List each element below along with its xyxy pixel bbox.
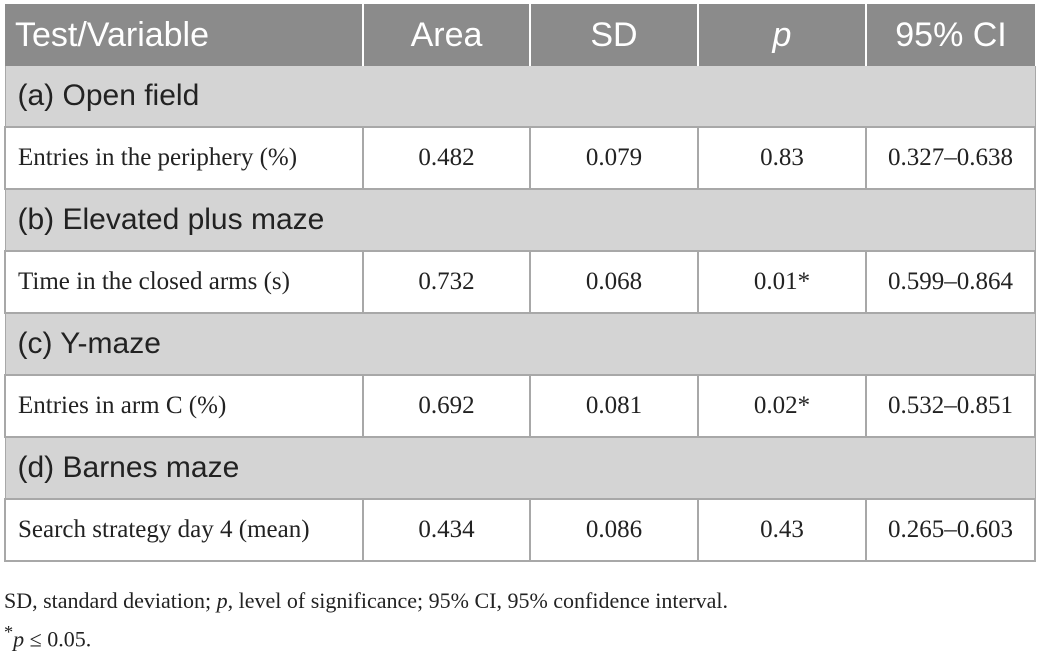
cell-variable: Time in the closed arms (s) (4, 251, 364, 314)
cell-sd: 0.081 (529, 375, 699, 438)
header-test-variable: Test/Variable (5, 4, 364, 66)
cell-p: 0.83 (697, 127, 867, 190)
section-title: (a) Open field (4, 66, 1036, 128)
header-ci: 95% CI (866, 4, 1035, 66)
cell-area: 0.732 (362, 251, 531, 314)
table-row: Entries in arm C (%) 0.692 0.081 0.02* 0… (4, 375, 1036, 438)
cell-sd: 0.068 (529, 251, 699, 314)
section-row-elevated-plus-maze: (b) Elevated plus maze (4, 189, 1036, 252)
header-p: p (698, 4, 867, 66)
cell-p: 0.02* (697, 375, 867, 438)
cell-ci: 0.599–0.864 (865, 251, 1036, 314)
section-title: (b) Elevated plus maze (4, 189, 1036, 252)
footnote-text: SD, standard deviation; (4, 588, 217, 613)
footnote-p-symbol: p (13, 626, 25, 652)
header-area: Area (363, 4, 531, 66)
table-header-row: Test/Variable Area SD p 95% CI (5, 4, 1035, 66)
section-title: (d) Barnes maze (4, 437, 1036, 500)
header-sd: SD (530, 4, 699, 66)
table-row: Search strategy day 4 (mean) 0.434 0.086… (4, 499, 1036, 562)
cell-variable: Entries in arm C (%) (4, 375, 364, 438)
footnote-significance: *p ≤ 0.05. (4, 622, 91, 652)
results-table-container: Test/Variable Area SD p 95% CI (a) Open … (4, 4, 1036, 562)
cell-p: 0.43 (697, 499, 867, 562)
cell-sd: 0.086 (529, 499, 699, 562)
section-row-barnes-maze: (d) Barnes maze (4, 437, 1036, 500)
footnote-text: ≤ 0.05. (24, 626, 92, 652)
section-row-y-maze: (c) Y-maze (4, 313, 1036, 376)
table-row: Time in the closed arms (s) 0.732 0.068 … (4, 251, 1036, 314)
results-table: Test/Variable Area SD p 95% CI (a) Open … (4, 4, 1036, 562)
cell-ci: 0.327–0.638 (865, 127, 1036, 190)
cell-variable: Search strategy day 4 (mean) (4, 499, 364, 562)
cell-p: 0.01* (697, 251, 867, 314)
cell-ci: 0.265–0.603 (865, 499, 1036, 562)
table-row: Entries in the periphery (%) 0.482 0.079… (4, 127, 1036, 190)
cell-sd: 0.079 (529, 127, 699, 190)
cell-area: 0.692 (362, 375, 531, 438)
section-row-open-field: (a) Open field (4, 66, 1036, 128)
cell-area: 0.482 (362, 127, 531, 190)
cell-ci: 0.532–0.851 (865, 375, 1036, 438)
footnote-text: , level of significance; 95% CI, 95% con… (227, 588, 728, 613)
footnote-p-symbol: p (216, 588, 228, 613)
cell-variable: Entries in the periphery (%) (4, 127, 364, 190)
footnote-asterisk: * (4, 622, 14, 642)
cell-area: 0.434 (362, 499, 531, 562)
section-title: (c) Y-maze (4, 313, 1036, 376)
footnote-abbreviations: SD, standard deviation; p, level of sign… (4, 588, 728, 614)
header-p-label: p (772, 15, 792, 54)
